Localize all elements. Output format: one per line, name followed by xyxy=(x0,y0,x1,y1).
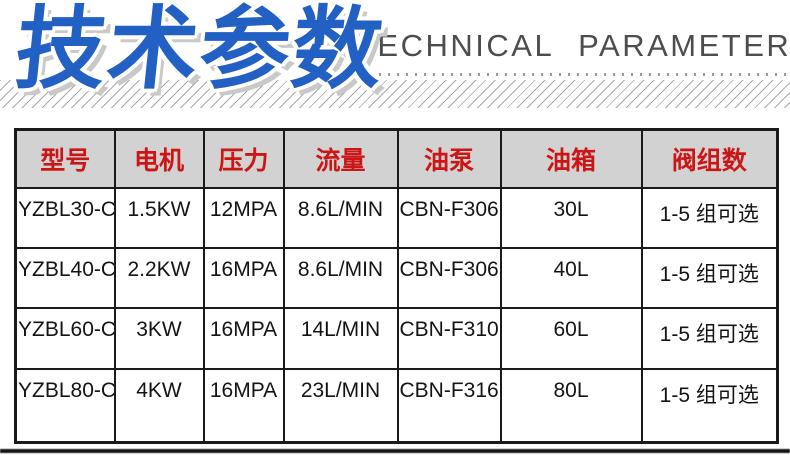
table-cell: YZBL60-C xyxy=(14,307,116,370)
table-cell: 1-5 组可选 xyxy=(640,247,779,309)
technical-parameters-table: 型号 电机 压力 流量 油泵 油箱 阀组数 YZBL30-C 1.5KW 12M… xyxy=(14,128,779,444)
table-row: YZBL30-C 1.5KW 12MPA 8.6L/MIN CBN-F306 3… xyxy=(14,187,779,249)
table-cell: 8.6L/MIN xyxy=(282,247,399,309)
column-header-model: 型号 xyxy=(14,128,116,189)
column-header-pressure: 压力 xyxy=(202,128,285,189)
table-cell: 2.2KW xyxy=(113,247,205,309)
table-cell: 8.6L/MIN xyxy=(282,187,399,249)
table-header-row: 型号 电机 压力 流量 油泵 油箱 阀组数 xyxy=(14,128,779,189)
table-cell: 1-5 组可选 xyxy=(640,307,779,370)
table-cell: 16MPA xyxy=(202,307,285,370)
table-cell: 40L xyxy=(499,247,643,309)
table-cell: 16MPA xyxy=(202,368,285,443)
page-title-chinese: 技术参数 xyxy=(10,0,390,100)
page-header: TECHNICAL PARAMETERS 技术参数 xyxy=(0,0,790,125)
table-cell: YZBL30-C xyxy=(14,187,116,249)
table-cell: 16MPA xyxy=(202,247,285,309)
page-title-english: TECHNICAL PARAMETERS xyxy=(356,28,790,63)
diagonal-hatch-band xyxy=(0,80,790,108)
table-cell: CBN-F306 xyxy=(396,247,502,309)
table-row: YZBL60-C 3KW 16MPA 14L/MIN CBN-F310 60L … xyxy=(14,307,779,370)
table-row: YZBL80-C 4KW 16MPA 23L/MIN CBN-F316 80L … xyxy=(14,368,779,443)
table-cell: CBN-F310 xyxy=(396,307,502,370)
table-cell: 30L xyxy=(499,187,643,249)
table-cell: YZBL40-C xyxy=(14,247,116,309)
table-cell: YZBL80-C xyxy=(14,368,116,443)
column-header-valve-groups: 阀组数 xyxy=(640,128,779,189)
table-cell: 14L/MIN xyxy=(282,307,399,370)
table-cell: 60L xyxy=(499,307,643,370)
dotted-divider xyxy=(352,73,790,76)
table-cell: 12MPA xyxy=(202,187,285,249)
table-cell: 1-5 组可选 xyxy=(640,187,779,249)
table-cell: 1-5 组可选 xyxy=(640,368,779,443)
table-cell: 4KW xyxy=(113,368,205,443)
cropped-next-section-bar xyxy=(0,449,790,453)
table-cell: 23L/MIN xyxy=(282,368,399,443)
table-row: YZBL40-C 2.2KW 16MPA 8.6L/MIN CBN-F306 4… xyxy=(14,247,779,309)
column-header-oil-pump: 油泵 xyxy=(396,128,502,189)
column-header-motor: 电机 xyxy=(113,128,205,189)
table-cell: 3KW xyxy=(113,307,205,370)
table-cell: CBN-F306 xyxy=(396,187,502,249)
table-cell: 1.5KW xyxy=(113,187,205,249)
table-cell: CBN-F316 xyxy=(396,368,502,443)
column-header-flow: 流量 xyxy=(282,128,399,189)
column-header-oil-tank: 油箱 xyxy=(499,128,643,189)
table-cell: 80L xyxy=(499,368,643,443)
